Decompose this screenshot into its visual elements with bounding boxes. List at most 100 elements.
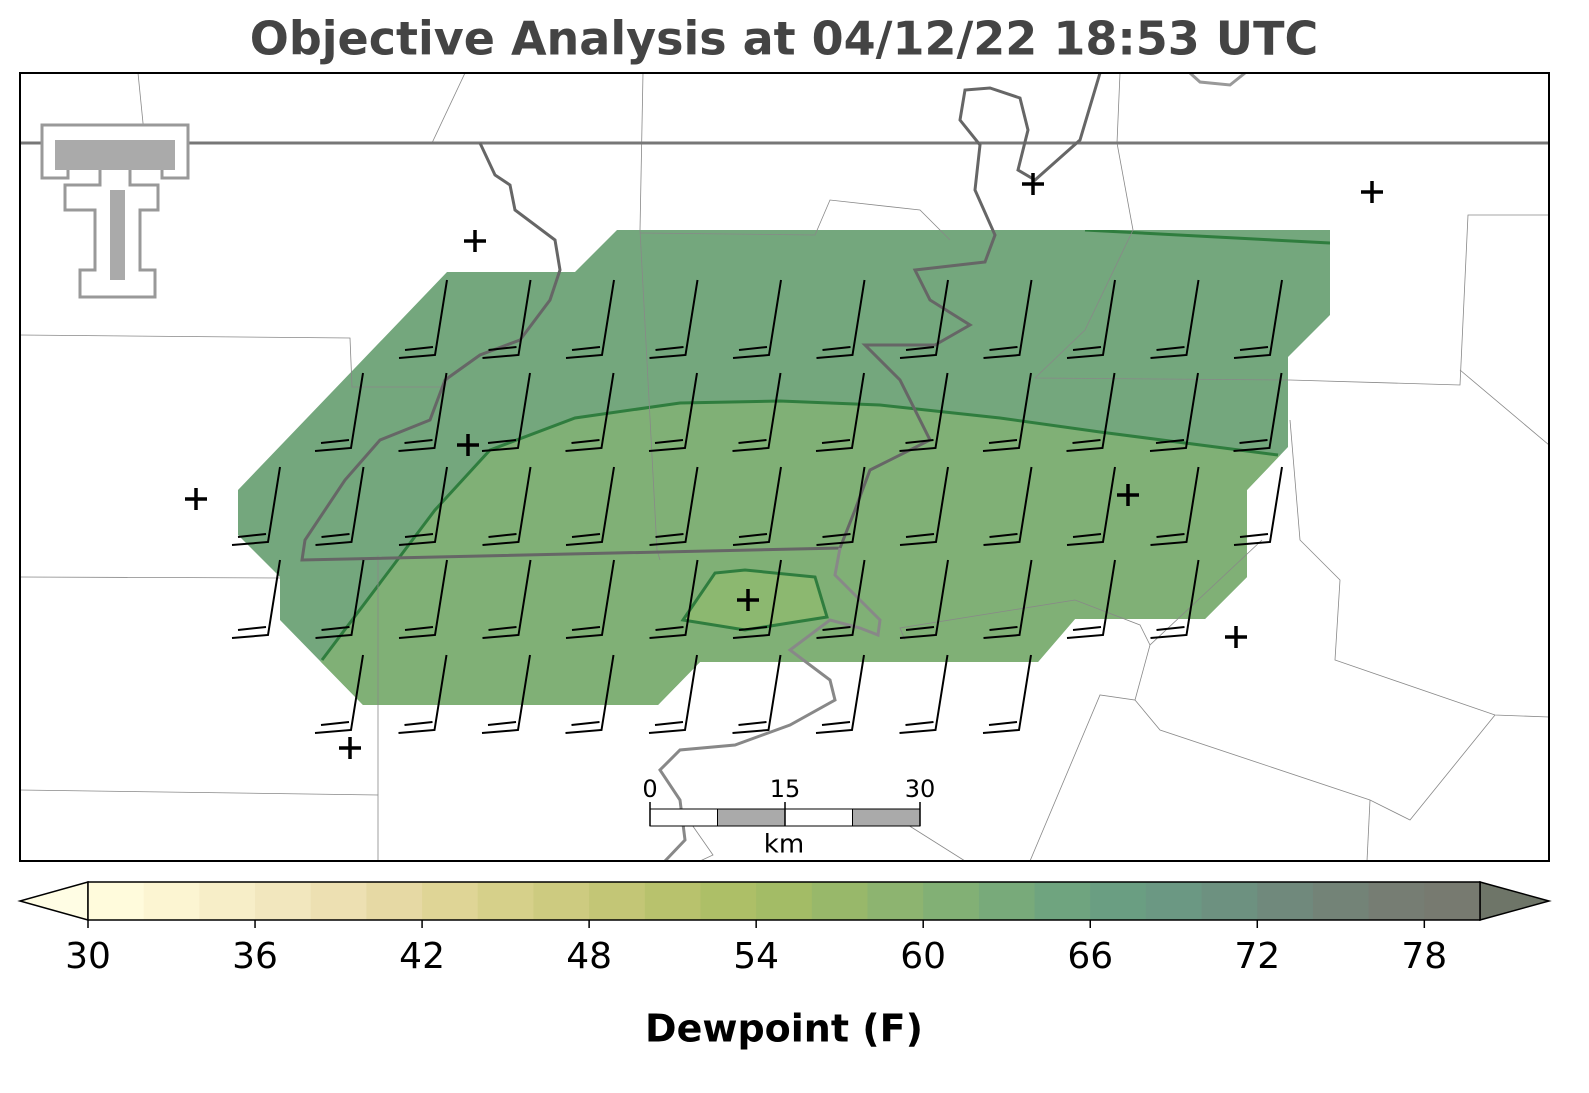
wind-barb bbox=[983, 559, 1033, 639]
wind-barb bbox=[732, 466, 782, 546]
wind-barb bbox=[982, 654, 1032, 734]
wind-barb bbox=[1233, 279, 1283, 359]
colorbar-bin bbox=[1201, 882, 1258, 920]
station-markers bbox=[185, 173, 1383, 759]
wind-barb bbox=[732, 279, 782, 359]
colorbar-bin bbox=[199, 882, 256, 920]
colorbar-bin bbox=[533, 882, 590, 920]
wind-barb bbox=[1150, 559, 1200, 639]
wind-barb bbox=[315, 559, 365, 639]
wind-barb bbox=[1233, 372, 1283, 452]
wind-barb bbox=[648, 372, 698, 452]
wind-barb bbox=[482, 466, 532, 546]
wind-barb bbox=[231, 559, 281, 639]
colorbar-tick-label: 66 bbox=[1067, 936, 1113, 977]
colorbar-bin bbox=[1424, 882, 1481, 920]
colorbar-extension bbox=[17, 881, 89, 921]
wind-barb bbox=[1066, 559, 1116, 639]
colorbar-bin bbox=[477, 882, 534, 920]
colorbar-bin bbox=[978, 882, 1036, 920]
county-lines bbox=[20, 73, 1549, 861]
colorbar-tick-label: 30 bbox=[65, 936, 111, 977]
scale-tick-label: 15 bbox=[770, 775, 801, 803]
colorbar-extension bbox=[1479, 881, 1552, 921]
colorbar-bin bbox=[644, 882, 701, 920]
map-frame bbox=[19, 72, 1550, 862]
colorbar-tick-label: 72 bbox=[1234, 936, 1280, 977]
logo bbox=[40, 123, 190, 299]
wind-barb bbox=[648, 654, 698, 734]
colorbar-bin bbox=[1368, 882, 1425, 920]
colorbar-bin bbox=[589, 882, 646, 920]
wind-barb bbox=[982, 372, 1032, 452]
colorbar-tick-label: 48 bbox=[566, 936, 612, 977]
wind-barb bbox=[231, 466, 281, 546]
wind-barb bbox=[398, 279, 448, 359]
wind-barb bbox=[481, 372, 531, 452]
wind-barb bbox=[1066, 372, 1116, 452]
station-marker bbox=[1225, 626, 1247, 648]
wind-barb bbox=[1149, 372, 1199, 452]
colorbar-bin bbox=[700, 882, 757, 920]
contour bbox=[1084, 230, 1330, 245]
wind-barb bbox=[1150, 466, 1200, 546]
wind-barb bbox=[314, 372, 364, 452]
colorbar-bin bbox=[255, 882, 312, 920]
wind-barb bbox=[816, 559, 866, 639]
wind-barb bbox=[315, 466, 365, 546]
wind-barb bbox=[732, 654, 782, 734]
station-marker bbox=[464, 230, 486, 252]
colorbar-bin bbox=[756, 882, 813, 920]
title: Objective Analysis at 04/12/22 18:53 UTC bbox=[250, 12, 1319, 66]
wind-barb bbox=[899, 279, 949, 359]
wind-barb bbox=[314, 654, 364, 734]
map-area: 0 15 30 km bbox=[20, 73, 1549, 861]
wind-barb bbox=[1066, 466, 1116, 546]
wind-barb bbox=[1150, 279, 1200, 359]
wind-barb bbox=[565, 372, 615, 452]
colorbar-bin bbox=[1257, 882, 1314, 920]
colorbar-bin bbox=[88, 882, 145, 920]
colorbar-tick-label: 60 bbox=[900, 936, 946, 977]
colorbar: 30 36 42 48 54 60 66 72 78 bbox=[17, 881, 1552, 977]
wind-barb bbox=[1066, 279, 1116, 359]
scale-unit: km bbox=[764, 830, 804, 860]
station-marker bbox=[1117, 484, 1139, 506]
wind-barbs bbox=[231, 279, 1283, 734]
wind-barb bbox=[565, 559, 615, 639]
wind-barb bbox=[983, 279, 1033, 359]
wind-barb bbox=[899, 372, 949, 452]
wind-barb bbox=[816, 279, 866, 359]
wind-barb bbox=[815, 372, 865, 452]
wind-barb bbox=[983, 466, 1033, 546]
wind-barb bbox=[649, 279, 699, 359]
wind-barb bbox=[482, 279, 532, 359]
colorbar-label: Dewpoint (F) bbox=[645, 1007, 923, 1051]
wind-barb bbox=[899, 559, 949, 639]
wind-barb bbox=[398, 466, 448, 546]
colorbar-tick-label: 54 bbox=[733, 936, 779, 977]
colorbar-bin bbox=[366, 882, 423, 920]
scale-bar: 0 15 30 km bbox=[642, 775, 935, 860]
wind-barb bbox=[398, 372, 448, 452]
wind-barb bbox=[732, 559, 782, 639]
colorbar-tick-label: 42 bbox=[399, 936, 445, 977]
colorbar-bin bbox=[1090, 882, 1147, 920]
station-marker bbox=[457, 434, 479, 456]
station-marker bbox=[339, 737, 361, 759]
contour bbox=[320, 399, 1279, 661]
station-marker bbox=[737, 589, 759, 611]
wind-barb bbox=[565, 279, 615, 359]
colorbar-tick-label: 78 bbox=[1401, 936, 1447, 977]
colorbar-bin bbox=[1145, 882, 1203, 920]
wind-barb bbox=[482, 559, 532, 639]
wind-barb bbox=[481, 654, 531, 734]
station-marker bbox=[1361, 181, 1383, 203]
colorbar-bin bbox=[422, 882, 479, 920]
wind-barb bbox=[815, 654, 865, 734]
wind-barb bbox=[899, 654, 949, 734]
wind-barb bbox=[398, 654, 448, 734]
colorbar-bin bbox=[811, 882, 869, 920]
